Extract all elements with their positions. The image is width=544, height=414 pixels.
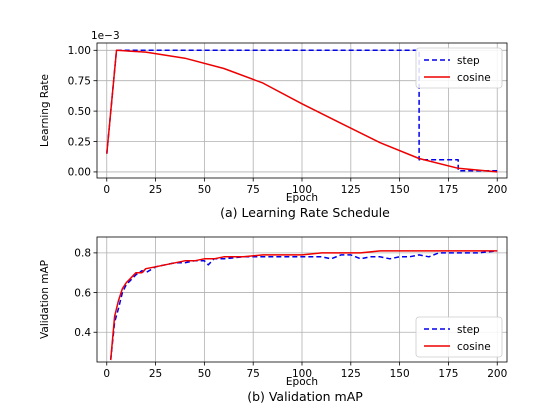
x-tick-label: 0 xyxy=(103,368,110,380)
series-line-cosine xyxy=(109,250,498,361)
legend-label-step: step xyxy=(457,55,480,67)
x-tick-label: 50 xyxy=(198,184,211,196)
x-tick-label: 200 xyxy=(487,184,507,196)
chart-panel-learning-rate: 0 25 50 75 100 125 150 175 200 0.00 0.25 0.50 0.75 1.… xyxy=(39,30,508,220)
chart-panel-validation-map: 0 25 50 75 100 125 150 175 200 0.4 0.6 0.8 Epoch Vali… xyxy=(39,236,508,404)
chart-caption: (a) Learning Rate Schedule xyxy=(220,205,390,220)
y-tick-label: 0.00 xyxy=(68,167,91,179)
legend-label-cosine: cosine xyxy=(457,72,491,84)
y-axis-label: Validation mAP xyxy=(39,260,51,339)
y-tick-label: 0.25 xyxy=(68,136,91,148)
series-line-step xyxy=(106,49,498,172)
x-tick-label: 100 xyxy=(292,184,312,196)
x-axis-label: Epoch xyxy=(286,376,318,388)
legend-label-cosine: cosine xyxy=(457,341,491,353)
x-tick-label: 25 xyxy=(149,368,162,380)
x-tick-label: 100 xyxy=(292,368,312,380)
x-tick-label: 75 xyxy=(247,368,260,380)
y-tick-label: 0.50 xyxy=(68,106,91,118)
series-line-step xyxy=(109,250,498,361)
x-tick-label: 50 xyxy=(198,368,211,380)
legend-box xyxy=(415,47,503,89)
legend-box xyxy=(415,316,503,358)
x-tick-label: 0 xyxy=(103,184,110,196)
x-tick-label: 25 xyxy=(149,184,162,196)
chart-caption: (b) Validation mAP xyxy=(247,389,363,404)
y-axis-label: Learning Rate xyxy=(39,74,51,147)
x-tick-label: 150 xyxy=(390,184,410,196)
y-tick-label: 0.4 xyxy=(74,327,91,339)
x-tick-label: 150 xyxy=(390,368,410,380)
plot-frame xyxy=(96,236,508,363)
legend: step cosine xyxy=(415,316,503,358)
axis-scale-label: 1e−3 xyxy=(91,30,120,42)
x-axis-label: Epoch xyxy=(286,192,318,204)
x-tick-label: 175 xyxy=(438,368,458,380)
plot-frame xyxy=(96,42,508,179)
legend: step cosine xyxy=(415,47,503,89)
y-tick-label: 1.00 xyxy=(68,45,91,57)
x-tick-label: 200 xyxy=(487,368,507,380)
x-tick-label: 175 xyxy=(438,184,458,196)
x-tick-label: 125 xyxy=(341,184,361,196)
y-tick-label: 0.8 xyxy=(74,248,91,260)
y-tick-label: 0.6 xyxy=(74,287,91,299)
y-tick-label: 0.75 xyxy=(68,76,91,88)
series-line-cosine xyxy=(106,49,498,173)
legend-label-step: step xyxy=(457,324,480,336)
x-tick-label: 75 xyxy=(247,184,260,196)
x-tick-label: 125 xyxy=(341,368,361,380)
